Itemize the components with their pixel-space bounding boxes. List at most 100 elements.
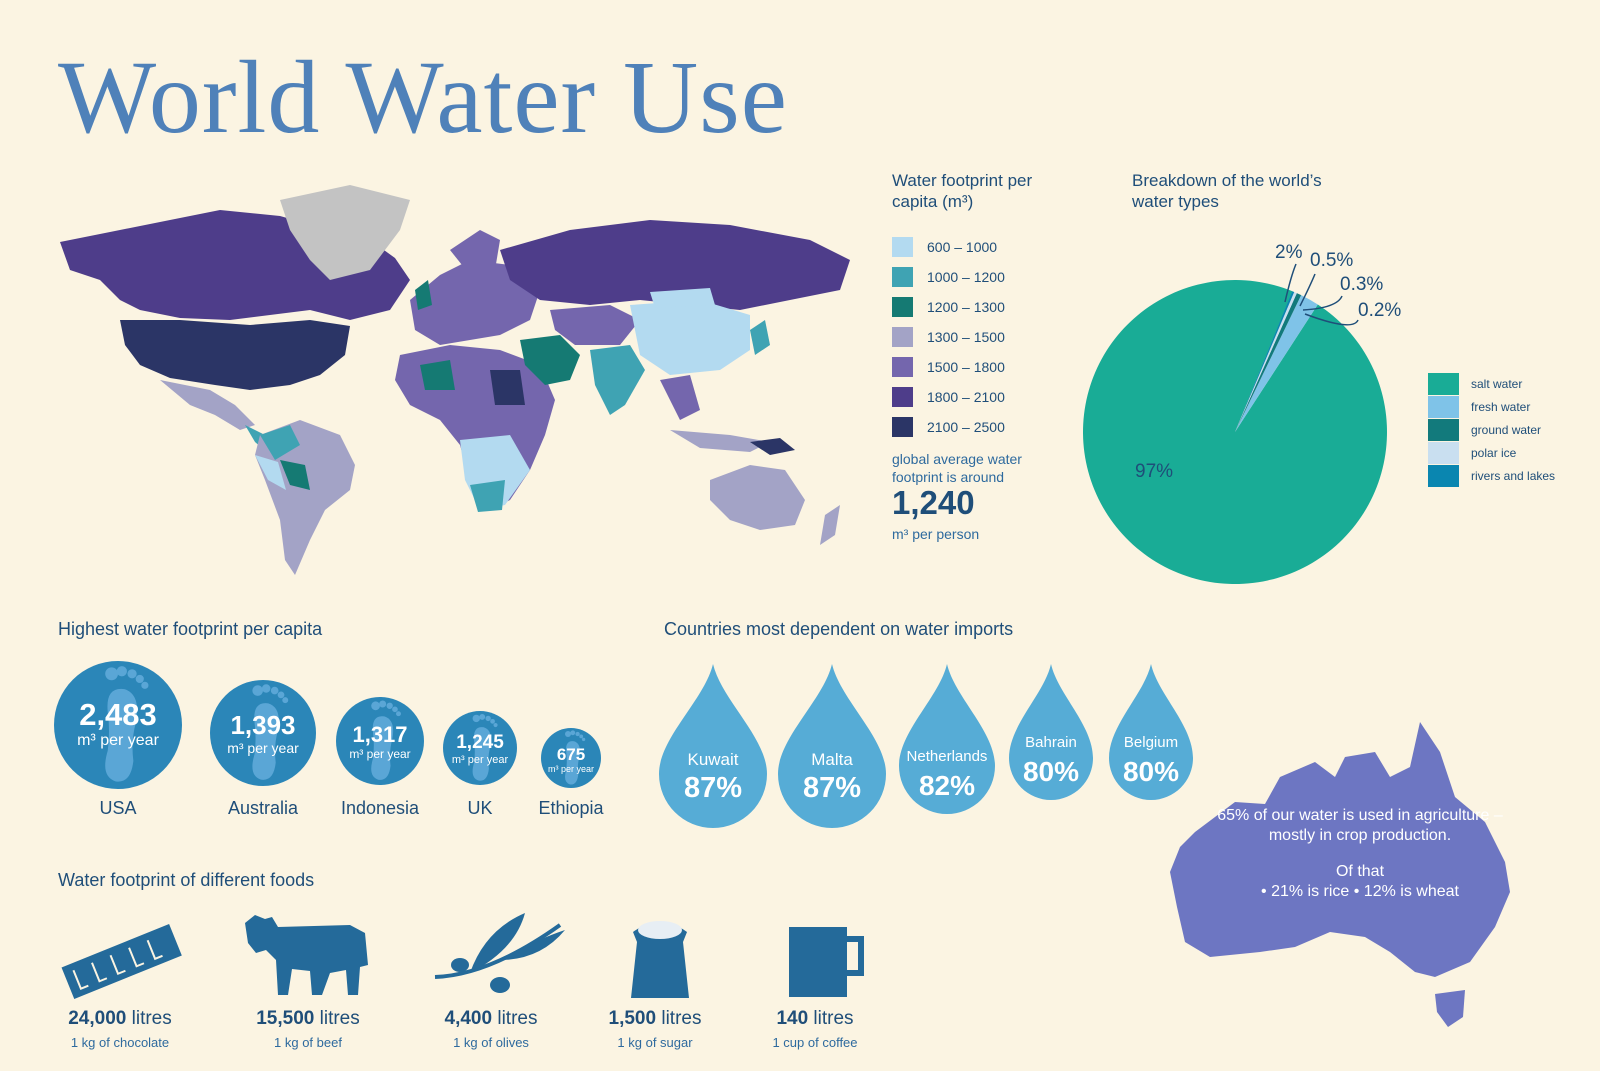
food-amount-unit: litres	[492, 1008, 538, 1029]
pie-legend-label: rivers and lakes	[1471, 469, 1556, 483]
map-legend-item: 2100 – 2500	[892, 416, 1005, 438]
global-average-value: 1,240	[892, 484, 975, 521]
legend-swatch	[892, 417, 913, 437]
map-indonesia	[670, 430, 770, 452]
footprint-country: UK	[467, 798, 493, 818]
footprint-icon	[565, 730, 586, 785]
footprint-unit: m³ per year	[451, 753, 509, 766]
pie-legend-swatch	[1428, 442, 1459, 464]
pie-slice-rivers-and-lakes	[1235, 291, 1295, 432]
map-legend-item: 1200 – 1300	[892, 296, 1005, 318]
olive-branch-icon	[434, 913, 565, 993]
australia-note-line2: Of that	[1335, 863, 1385, 880]
food-amount-number: 24,000	[68, 1008, 127, 1029]
footprint-country: USA	[99, 798, 137, 818]
water-drop	[778, 664, 886, 828]
sugar-sack-icon	[631, 921, 689, 998]
pie-label-ground-water: 0.5%	[1310, 250, 1353, 271]
legend-label: 2100 – 2500	[927, 419, 1005, 435]
food-amount-number: 1,500	[608, 1008, 657, 1029]
food-amount-number: 140	[776, 1008, 809, 1029]
map-middle-east	[520, 335, 580, 385]
pie-legend-item: fresh water	[1428, 396, 1530, 418]
footprint-value: 1,393	[230, 709, 296, 740]
map-australia	[710, 465, 805, 530]
import-value: 82%	[918, 770, 976, 801]
footprint-circle: 1,245 m³ per year	[443, 711, 517, 785]
footprint-icon	[105, 666, 149, 782]
pie-legend-label: fresh water	[1471, 400, 1531, 414]
highest-footprint-title: Highest water footprint per capita	[58, 619, 323, 639]
footprint-value: 1,245	[456, 731, 504, 753]
map-mongolia	[650, 288, 715, 308]
map-central-asia	[550, 305, 640, 345]
world-map	[60, 185, 850, 575]
import-value: 80%	[1122, 756, 1180, 787]
import-country: Malta	[811, 750, 853, 769]
footprint-value: 1,317	[352, 721, 408, 747]
footprint-country: Indonesia	[340, 798, 420, 818]
legend-label: 1500 – 1800	[927, 359, 1005, 375]
water-drop	[659, 664, 767, 828]
footprint-unit: m³ per year	[227, 739, 299, 756]
map-greenland	[280, 185, 410, 280]
legend-swatch	[892, 357, 913, 377]
footprint-country: Ethiopia	[538, 798, 604, 818]
water-types-pie-chart: 97% 2% 0.5% 0.3% 0.2%	[1083, 242, 1401, 584]
legend-swatch	[892, 237, 913, 257]
legend-label: 1200 – 1300	[927, 299, 1005, 315]
legend-label: 600 – 1000	[927, 239, 998, 255]
footprint-circle: 675 m³ per year	[541, 728, 601, 788]
footprint-unit: m³ per year	[547, 764, 594, 775]
food-amount-unit: litres	[808, 1008, 854, 1029]
food-amount-unit: litres	[126, 1008, 172, 1029]
imports-title: Countries most dependent on water import…	[664, 619, 1014, 639]
food-amount: 24,000 litres	[20, 1008, 220, 1030]
footprint-circle: 1,393 m³ per year	[210, 680, 316, 786]
food-amount-unit: litres	[314, 1008, 360, 1029]
food-description: 1 kg of sugar	[617, 1035, 693, 1050]
pie-label-salt-water: 97%	[1135, 461, 1173, 482]
import-country: Belgium	[1123, 734, 1179, 751]
page-title: World Water Use	[58, 40, 788, 155]
map-legend-item: 1000 – 1200	[892, 266, 1005, 288]
footprint-icon	[472, 713, 498, 781]
chocolate-icon	[61, 923, 182, 999]
australia-map	[1170, 722, 1510, 1027]
water-drop	[899, 664, 995, 814]
map-scandinavia	[450, 230, 500, 275]
import-country: Bahrain	[1025, 734, 1077, 751]
map-bolivia	[280, 460, 310, 490]
food-description: 1 kg of beef	[274, 1035, 342, 1050]
legend-label: 1000 – 1200	[927, 269, 1005, 285]
pie-legend-swatch	[1428, 419, 1459, 441]
legend-label: 1800 – 2100	[927, 389, 1005, 405]
map-se-asia	[660, 375, 700, 420]
map-peru	[255, 455, 286, 490]
pie-legend-swatch	[1428, 465, 1459, 487]
footprint-circle: 1,317 m³ per year	[336, 697, 424, 785]
map-uk	[415, 280, 432, 310]
pie-slice-fresh-water	[1235, 295, 1318, 432]
map-legend-item: 1500 – 1800	[892, 356, 1005, 378]
legend-swatch	[892, 297, 913, 317]
pie-label-fresh-water: 2%	[1275, 242, 1303, 263]
pie-label-polar-ice: 0.3%	[1340, 274, 1383, 295]
pie-legend-item: rivers and lakes	[1428, 465, 1555, 487]
food-amount: 15,500 litres	[208, 1008, 408, 1030]
food-amount: 140 litres	[715, 1008, 915, 1030]
food-amount: 1,500 litres	[555, 1008, 755, 1030]
food-amount-number: 15,500	[256, 1008, 315, 1029]
import-country: Netherlands	[906, 748, 988, 765]
pie-legend-label: polar ice	[1471, 446, 1517, 460]
legend-label: 1300 – 1500	[927, 329, 1005, 345]
map-legend-item: 1800 – 2100	[892, 386, 1005, 408]
map-japan	[750, 320, 770, 355]
map-niger	[420, 360, 455, 390]
global-average-unit: m³ per person	[892, 526, 980, 542]
footprint-icon	[371, 700, 401, 780]
pie-legend-label: ground water	[1471, 423, 1542, 437]
legend-swatch	[892, 327, 913, 347]
map-europe	[410, 260, 540, 345]
map-sudan	[490, 370, 525, 405]
